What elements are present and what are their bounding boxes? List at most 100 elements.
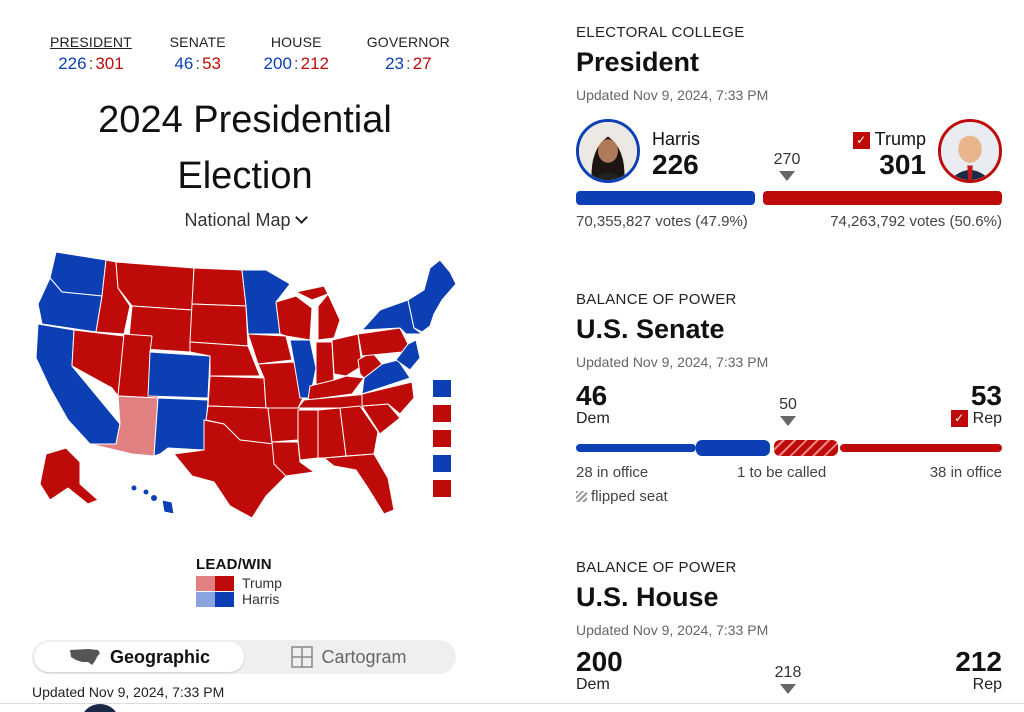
house-rep-seats: 212: [955, 646, 1002, 677]
state-in: [315, 341, 335, 387]
senate-rep-in-office: 38 in office: [929, 464, 1002, 481]
house-updated: Updated Nov 9, 2024, 7:33 PM: [576, 622, 769, 638]
legend-harris-lead: [196, 591, 215, 607]
tab-house-dem: 200: [263, 54, 292, 73]
chevron-down-icon: [294, 211, 308, 224]
results-panel: ELECTORAL COLLEGE President Updated Nov …: [576, 0, 1002, 712]
senate-winner-check-icon: ✓: [950, 410, 968, 427]
state-ak: [39, 447, 99, 505]
senate-threshold-marker-icon: [780, 416, 796, 426]
legend-title: LEAD/WIN: [196, 556, 272, 573]
marker-nh[interactable]: [433, 405, 451, 422]
electoral-bar: [576, 191, 1002, 205]
state-co: [147, 351, 211, 399]
legend-harris-label: Harris: [242, 591, 280, 607]
flipped-seat-label: flipped seat: [591, 488, 668, 505]
tab-senate-label: SENATE: [169, 34, 226, 50]
tab-senate[interactable]: SENATE 46:53: [170, 34, 226, 74]
president-updated: Updated Nov 9, 2024, 7:33 PM: [576, 87, 769, 103]
harris-name: Harris: [652, 129, 700, 149]
avatar[interactable]: [80, 704, 120, 712]
state-tx: [173, 419, 287, 519]
state-ar: [267, 407, 301, 443]
state-ks: [207, 375, 267, 409]
trump-name: Trump: [874, 129, 926, 149]
senate-bar-dem-won: [696, 440, 770, 456]
threshold-marker-icon: [779, 171, 795, 181]
senate-dem-in-office: 28 in office: [576, 464, 649, 481]
senate-bar: [576, 440, 1002, 456]
senate-kicker: BALANCE OF POWER: [576, 291, 737, 308]
senate-bar-rep-flipped: [774, 440, 838, 456]
senate-rep-label-row: ✓ Rep: [950, 410, 1002, 428]
legend-row-trump: Trump: [196, 575, 282, 591]
tab-president[interactable]: PRESIDENT 226:301: [50, 34, 132, 74]
house-dem-seats: 200: [576, 646, 623, 677]
house-threshold-label: 218: [774, 664, 802, 681]
page-title-line1: 2024 Presidential: [98, 99, 392, 141]
state-md-de-nj: [395, 339, 421, 371]
tab-governor[interactable]: GOVERNOR 23:27: [367, 34, 450, 74]
senate-seat-row: 46 Dem 50 53 ✓ Rep: [576, 382, 1002, 438]
state-fl: [323, 453, 395, 515]
trump-info: ✓ Trump 301: [852, 129, 926, 180]
marker-ri[interactable]: [433, 455, 451, 472]
state-nc: [361, 381, 415, 415]
page-title: 2024 Presidential Election: [0, 92, 490, 204]
state-ga: [339, 405, 379, 457]
electoral-bar-rep: [763, 191, 1002, 205]
state-new-england: [407, 259, 457, 333]
state-oh: [331, 333, 363, 377]
senate-threshold: 50: [773, 396, 803, 426]
marker-ct[interactable]: [433, 480, 451, 497]
senate-section: BALANCE OF POWER U.S. Senate Updated Nov…: [576, 291, 1002, 505]
geographic-button[interactable]: Geographic: [34, 642, 244, 672]
house-seat-row: 200 Dem 218 212 Rep: [576, 648, 1002, 704]
house-dem: 200 Dem: [576, 648, 623, 694]
harris-popular-vote: 70,355,827 votes (47.9%): [576, 213, 748, 230]
senate-dem-seats: 46: [576, 380, 608, 411]
us-election-map[interactable]: [28, 248, 468, 523]
popular-vote-row: 70,355,827 votes (47.9%) 74,263,792 vote…: [576, 213, 1002, 230]
tab-senate-score: 46:53: [174, 54, 222, 73]
map-updated-time: Updated Nov 9, 2024, 7:33 PM: [32, 684, 225, 700]
house-dem-label: Dem: [576, 676, 610, 693]
trump-name-row: ✓ Trump: [852, 129, 926, 150]
tab-president-label: PRESIDENT: [50, 34, 132, 50]
winner-check-icon: ✓: [852, 132, 870, 149]
tab-president-rep: 301: [95, 54, 124, 73]
marker-ma[interactable]: [433, 430, 451, 447]
electoral-bar-dem: [576, 191, 755, 205]
senate-labels: 28 in office 1 to be called 38 in office: [576, 464, 1002, 486]
hatch-icon: [576, 491, 587, 502]
electoral-threshold: 270: [772, 151, 802, 181]
us-map-icon: [68, 647, 102, 667]
cartogram-button[interactable]: Cartogram: [244, 642, 454, 672]
legend-trump-lead: [196, 575, 215, 591]
tab-house-rep: 212: [300, 54, 330, 73]
house-rep: 212 Rep: [955, 648, 1002, 694]
president-kicker: ELECTORAL COLLEGE: [576, 24, 745, 41]
legend-trump-label: Trump: [242, 575, 282, 591]
tab-senate-dem: 46: [174, 54, 194, 73]
map-type-dropdown[interactable]: National Map: [0, 210, 490, 231]
senate-rep-seats: 53: [970, 380, 1002, 411]
tab-senate-rep: 53: [202, 54, 222, 73]
race-tabs: PRESIDENT 226:301 SENATE 46:53 HOUSE 200…: [50, 34, 450, 74]
house-kicker: BALANCE OF POWER: [576, 559, 737, 576]
bottom-divider: [0, 703, 1024, 704]
house-rep-label: Rep: [972, 676, 1002, 693]
geographic-label: Geographic: [109, 646, 211, 667]
state-hi: [130, 484, 175, 515]
tab-house-score: 200:212: [263, 54, 330, 73]
tab-governor-score: 23:27: [385, 54, 432, 73]
tab-president-dem: 226: [58, 54, 87, 73]
grid-icon: [291, 646, 314, 668]
senate-to-be-called: 1 to be called: [737, 464, 827, 481]
state-mi: [295, 285, 341, 341]
map-legend: LEAD/WIN Trump Harris: [196, 556, 282, 607]
president-section: ELECTORAL COLLEGE President Updated Nov …: [576, 24, 1002, 230]
tab-house[interactable]: HOUSE 200:212: [264, 34, 329, 74]
trump-electoral-votes: 301: [879, 149, 926, 180]
marker-vt[interactable]: [433, 380, 451, 397]
